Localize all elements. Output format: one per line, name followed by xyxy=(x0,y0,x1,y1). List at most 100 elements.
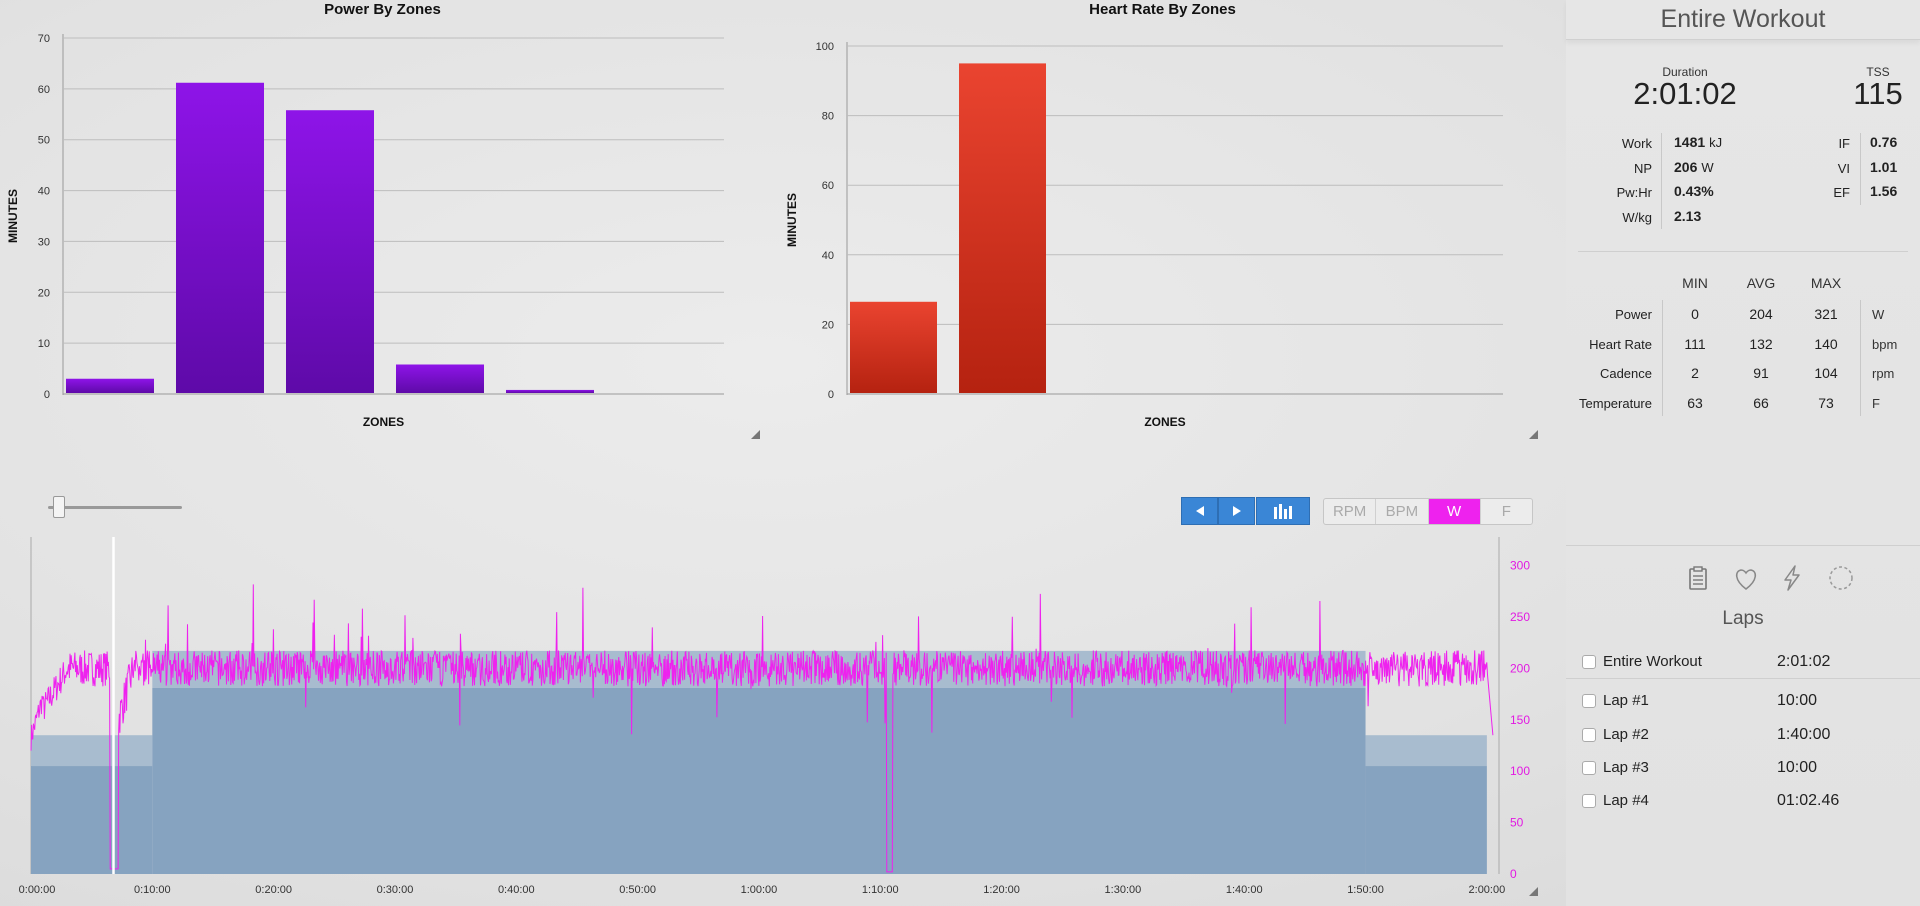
zone-fill xyxy=(152,687,1366,874)
resize-grip-icon[interactable] xyxy=(1529,430,1538,439)
metric-value: 1.01 xyxy=(1870,158,1898,175)
y-tick-label: 60 xyxy=(38,84,50,96)
zone-bar-3[interactable] xyxy=(286,110,374,394)
y-tick-label: 60 xyxy=(822,180,834,192)
x-axis-label: ZONES xyxy=(1144,415,1185,429)
unit-toggle-rpm[interactable]: RPM xyxy=(1324,499,1377,524)
lap-checkbox[interactable] xyxy=(1582,761,1596,775)
resize-grip-icon[interactable] xyxy=(751,430,760,439)
laps-divider xyxy=(1566,678,1920,679)
zoom-slider[interactable] xyxy=(48,496,182,520)
lap-row[interactable]: Lap #1 10:00 xyxy=(1566,686,1920,716)
y-tick-label: 100 xyxy=(816,41,834,53)
zone-fill xyxy=(1365,766,1487,874)
x-tick-label: 1:20:00 xyxy=(983,884,1020,896)
metrics-right-divider xyxy=(1860,133,1861,205)
lap-name: Lap #3 xyxy=(1603,759,1649,776)
zone-band xyxy=(1365,735,1487,767)
lap-row[interactable]: Entire Workout 2:01:02 xyxy=(1566,647,1920,679)
table-cell: 63 xyxy=(1687,394,1703,411)
laps-title: Laps xyxy=(1722,608,1764,629)
x-tick-label: 1:50:00 xyxy=(1347,884,1384,896)
zone-bar-1[interactable] xyxy=(850,301,937,393)
metric-value: 206 W xyxy=(1674,159,1714,175)
table-unit: F xyxy=(1872,395,1880,411)
unit-toggle-w[interactable]: W xyxy=(1428,499,1481,524)
duration-value: 2:01:02 xyxy=(1633,76,1737,111)
lap-row[interactable]: Lap #4 01:02.46 xyxy=(1566,786,1920,816)
table-unit: W xyxy=(1872,307,1885,322)
table-row-label: Temperature xyxy=(1579,395,1652,411)
x-tick-label: 0:40:00 xyxy=(498,884,535,896)
y-tick-label: 80 xyxy=(822,111,834,123)
right-axis-tick: 150 xyxy=(1510,713,1530,727)
hr-zones-chart: 0 20 40 60 80 100 MINUTES ZONES xyxy=(785,41,1538,439)
right-axis-tick: 100 xyxy=(1510,764,1530,778)
lap-name: Lap #4 xyxy=(1603,792,1649,809)
lap-checkbox[interactable] xyxy=(1582,655,1596,669)
resize-grip-icon[interactable] xyxy=(1529,887,1538,896)
next-button[interactable] xyxy=(1218,497,1255,525)
zone-band xyxy=(31,735,153,767)
prev-button[interactable] xyxy=(1181,497,1218,525)
hr-chart-title: Heart Rate By Zones xyxy=(1089,1,1236,18)
lap-checkbox[interactable] xyxy=(1582,694,1596,708)
metric-value: 0.76 xyxy=(1870,134,1898,150)
x-axis-label: ZONES xyxy=(363,415,404,429)
metric-value: 1.56 xyxy=(1870,183,1898,199)
power-chart-title: Power By Zones xyxy=(324,1,441,18)
table-cell: 321 xyxy=(1814,306,1838,322)
table-cell: 104 xyxy=(1814,365,1838,381)
metric-number: 0.43% xyxy=(1674,183,1714,199)
right-axis-tick: 300 xyxy=(1510,559,1530,573)
table-cell: 73 xyxy=(1818,394,1834,411)
table-cell: 204 xyxy=(1749,306,1773,322)
zoom-slider-track xyxy=(48,506,182,509)
table-cell: 2 xyxy=(1691,365,1699,381)
x-tick-label: 0:20:00 xyxy=(255,884,292,896)
y-tick-label: 20 xyxy=(822,319,834,331)
lightning-icon[interactable] xyxy=(1777,563,1807,593)
metric-unit: W xyxy=(1701,159,1714,175)
zone-bar-1[interactable] xyxy=(66,378,154,393)
lap-checkbox[interactable] xyxy=(1582,794,1596,808)
right-axis-tick: 250 xyxy=(1510,610,1530,624)
table-left-divider xyxy=(1662,300,1663,416)
metric-label: Pw:Hr xyxy=(1616,185,1652,200)
notes-icon[interactable] xyxy=(1683,563,1713,593)
zone-bar-5[interactable] xyxy=(506,389,594,393)
table-cell: 0 xyxy=(1691,306,1699,322)
unit-toggle-f[interactable]: F xyxy=(1501,503,1511,520)
heart-icon[interactable] xyxy=(1731,563,1761,593)
unit-toggle-group: RPM BPM W F xyxy=(1323,498,1533,525)
right-axis-tick: 0 xyxy=(1510,867,1517,881)
table-cell: 111 xyxy=(1684,335,1706,352)
y-tick-label: 40 xyxy=(822,250,834,262)
metric-value: 1481 kJ xyxy=(1674,134,1722,150)
table-cell: 91 xyxy=(1753,365,1769,381)
x-tick-label: 1:10:00 xyxy=(862,884,899,896)
zone-bar-2[interactable] xyxy=(959,63,1046,394)
chart-mode-button[interactable] xyxy=(1256,497,1310,525)
zone-bar-2[interactable] xyxy=(176,82,264,394)
power-zones-chart: 0 10 20 30 40 50 60 70 MINUTES ZONES xyxy=(6,33,760,439)
y-tick-label: 10 xyxy=(38,338,50,350)
workout-timeline-chart[interactable]: 0 50 100 150 200 250 300 0:00:00 0:10:00 0:20:00 0… xyxy=(0,535,1566,906)
table-row-label: Heart Rate xyxy=(1589,336,1652,352)
lap-time: 2:01:02 xyxy=(1777,653,1831,670)
table-row-label: Cadence xyxy=(1599,366,1652,381)
zone-bar-4[interactable] xyxy=(396,364,484,393)
lap-row[interactable]: Lap #2 1:40:00 xyxy=(1566,720,1920,750)
metric-label: W/kg xyxy=(1622,209,1652,225)
y-axis-label: MINUTES xyxy=(6,189,20,243)
right-axis-tick: 200 xyxy=(1510,661,1530,675)
duration-label: Duration xyxy=(1662,65,1708,79)
x-tick-label: 1:00:00 xyxy=(741,884,778,896)
table-row-label: Power xyxy=(1615,307,1652,322)
lap-checkbox[interactable] xyxy=(1582,728,1596,742)
zoom-slider-handle[interactable] xyxy=(52,496,65,518)
table-header: MIN xyxy=(1682,275,1708,291)
lap-row[interactable]: Lap #3 10:00 xyxy=(1566,753,1920,783)
cadence-icon[interactable] xyxy=(1826,563,1856,593)
unit-toggle-bpm[interactable]: BPM xyxy=(1376,499,1429,524)
